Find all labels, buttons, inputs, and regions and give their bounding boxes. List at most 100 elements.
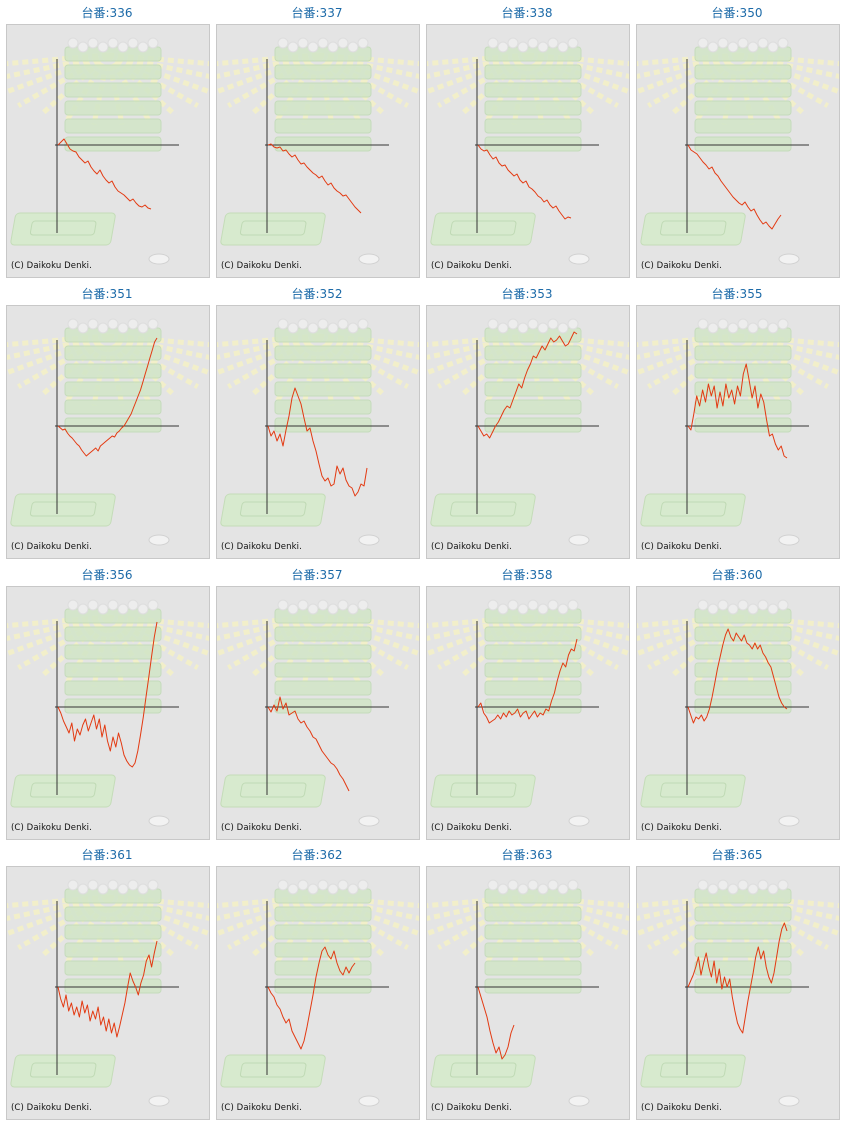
chart-panel: (C) Daikoku Denki. (636, 586, 840, 840)
graph-svg (217, 37, 419, 265)
decor-background (427, 879, 629, 1107)
graph-svg (637, 37, 839, 265)
decor-background (217, 879, 419, 1107)
machine-number-label[interactable]: 台番:358 (501, 568, 553, 582)
machine-graph-338: 台番:338 (C) Daikoku Denki. (422, 0, 632, 280)
decor-background (637, 37, 839, 265)
copyright-text: (C) Daikoku Denki. (11, 261, 92, 271)
copyright-text: (C) Daikoku Denki. (221, 542, 302, 552)
machine-number-label[interactable]: 台番:360 (711, 568, 763, 582)
chart-panel: (C) Daikoku Denki. (216, 305, 420, 559)
machine-graph-361: 台番:361 (C) Daikoku Denki. (2, 842, 212, 1122)
copyright-text: (C) Daikoku Denki. (431, 542, 512, 552)
chart-panel: (C) Daikoku Denki. (426, 866, 630, 1120)
machine-number-label[interactable]: 台番:338 (501, 6, 553, 20)
graph-svg (217, 879, 419, 1107)
series-line-365 (687, 922, 788, 1034)
decor-background (7, 879, 209, 1107)
decor-background (637, 879, 839, 1107)
decor-background (217, 599, 419, 827)
decor-background (427, 318, 629, 546)
machine-number-label[interactable]: 台番:353 (501, 287, 553, 301)
machine-number-label[interactable]: 台番:336 (81, 6, 133, 20)
series-line-355 (687, 363, 788, 459)
series-line-361 (57, 940, 158, 1038)
chart-panel: (C) Daikoku Denki. (6, 866, 210, 1120)
machine-graph-353: 台番:353 (C) Daikoku Denki. (422, 281, 632, 561)
machine-number-label[interactable]: 台番:352 (291, 287, 343, 301)
graph-svg (7, 318, 209, 546)
chart-panel: (C) Daikoku Denki. (426, 24, 630, 278)
machine-graph-351: 台番:351 (C) Daikoku Denki. (2, 281, 212, 561)
series-line-351 (57, 337, 158, 457)
machine-graph-336: 台番:336 (C) Daikoku Denki. (2, 0, 212, 280)
machine-graph-365: 台番:365 (C) Daikoku Denki. (632, 842, 842, 1122)
copyright-text: (C) Daikoku Denki. (431, 261, 512, 271)
copyright-text: (C) Daikoku Denki. (641, 1103, 722, 1113)
decor-background (427, 37, 629, 265)
decor-background (7, 37, 209, 265)
graph-svg (637, 599, 839, 827)
series-line-360 (687, 628, 788, 724)
machine-number-label[interactable]: 台番:350 (711, 6, 763, 20)
decor-background (7, 599, 209, 827)
graph-svg (427, 318, 629, 546)
copyright-text: (C) Daikoku Denki. (221, 1103, 302, 1113)
graph-svg (217, 318, 419, 546)
copyright-text: (C) Daikoku Denki. (641, 261, 722, 271)
machine-graph-357: 台番:357 (C) Daikoku Denki. (212, 562, 422, 842)
series-line-338 (477, 144, 572, 220)
machine-graph-358: 台番:358 (C) Daikoku Denki. (422, 562, 632, 842)
copyright-text: (C) Daikoku Denki. (221, 823, 302, 833)
series-line-336 (57, 138, 152, 210)
graph-svg (7, 879, 209, 1107)
copyright-text: (C) Daikoku Denki. (431, 1103, 512, 1113)
machine-number-label[interactable]: 台番:351 (81, 287, 133, 301)
graph-svg (427, 879, 629, 1107)
machine-number-label[interactable]: 台番:337 (291, 6, 343, 20)
chart-panel: (C) Daikoku Denki. (216, 866, 420, 1120)
machine-number-label[interactable]: 台番:365 (711, 848, 763, 862)
chart-panel: (C) Daikoku Denki. (636, 305, 840, 559)
decor-background (217, 37, 419, 265)
graph-svg (427, 599, 629, 827)
graph-svg (7, 37, 209, 265)
machine-number-label[interactable]: 台番:363 (501, 848, 553, 862)
machine-graph-356: 台番:356 (C) Daikoku Denki. (2, 562, 212, 842)
copyright-text: (C) Daikoku Denki. (641, 542, 722, 552)
machine-graph-352: 台番:352 (C) Daikoku Denki. (212, 281, 422, 561)
chart-panel: (C) Daikoku Denki. (216, 586, 420, 840)
machine-number-label[interactable]: 台番:362 (291, 848, 343, 862)
chart-panel: (C) Daikoku Denki. (6, 305, 210, 559)
series-line-337 (267, 143, 362, 214)
chart-panel: (C) Daikoku Denki. (636, 866, 840, 1120)
graph-svg (637, 318, 839, 546)
series-line-358 (477, 638, 578, 724)
machine-graph-350: 台番:350 (C) Daikoku Denki. (632, 0, 842, 280)
copyright-text: (C) Daikoku Denki. (431, 823, 512, 833)
chart-panel: (C) Daikoku Denki. (636, 24, 840, 278)
decor-background (637, 318, 839, 546)
machine-number-label[interactable]: 台番:356 (81, 568, 133, 582)
chart-panel: (C) Daikoku Denki. (426, 586, 630, 840)
machine-graph-337: 台番:337 (C) Daikoku Denki. (212, 0, 422, 280)
series-line-350 (687, 144, 782, 230)
machine-number-label[interactable]: 台番:361 (81, 848, 133, 862)
machine-graph-363: 台番:363 (C) Daikoku Denki. (422, 842, 632, 1122)
graph-svg (7, 599, 209, 827)
series-line-353 (477, 331, 578, 439)
machine-graph-362: 台番:362 (C) Daikoku Denki. (212, 842, 422, 1122)
chart-panel: (C) Daikoku Denki. (216, 24, 420, 278)
decor-background (217, 318, 419, 546)
machine-graph-360: 台番:360 (C) Daikoku Denki. (632, 562, 842, 842)
copyright-text: (C) Daikoku Denki. (221, 261, 302, 271)
graph-svg (637, 879, 839, 1107)
series-line-363 (477, 986, 515, 1060)
series-line-356 (57, 621, 158, 768)
copyright-text: (C) Daikoku Denki. (11, 542, 92, 552)
machine-number-label[interactable]: 台番:357 (291, 568, 343, 582)
machine-number-label[interactable]: 台番:355 (711, 287, 763, 301)
decor-background (427, 599, 629, 827)
copyright-text: (C) Daikoku Denki. (11, 823, 92, 833)
